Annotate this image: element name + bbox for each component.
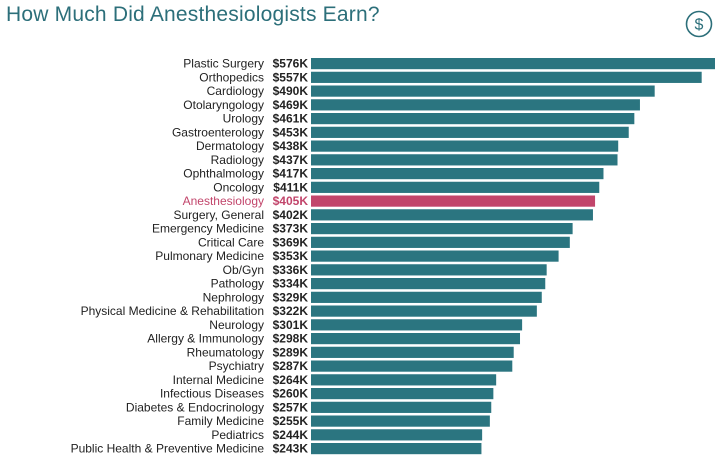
category-label-critical-care: Critical Care xyxy=(198,235,264,249)
bar-diabetes-endocrinology xyxy=(311,401,492,413)
category-label-nephrology: Nephrology xyxy=(203,290,264,304)
category-label-pathology: Pathology xyxy=(211,277,264,291)
bar-pathology xyxy=(311,278,546,290)
category-label-orthopedics: Orthopedics xyxy=(199,70,264,84)
value-label-otolaryngology: $469K xyxy=(273,98,309,112)
category-label-cardiology: Cardiology xyxy=(207,84,264,98)
category-label-pulmonary-medicine: Pulmonary Medicine xyxy=(155,249,264,263)
value-label-gastroenterology: $453K xyxy=(273,125,309,139)
bar-cardiology xyxy=(311,85,655,97)
bar-psychiatry xyxy=(311,360,513,372)
bar-rheumatology xyxy=(311,346,514,358)
value-label-urology: $461K xyxy=(273,112,309,126)
bar-dermatology xyxy=(311,140,619,152)
value-label-critical-care: $369K xyxy=(273,235,309,249)
bar-public-health-preventive-medicine xyxy=(311,443,482,455)
category-label-ophthalmology: Ophthalmology xyxy=(183,167,264,181)
bar-orthopedics xyxy=(311,71,702,83)
category-label-gastroenterology: Gastroenterology xyxy=(172,125,264,139)
bar-physical-medicine-rehabilitation xyxy=(311,305,537,317)
bar-plastic-surgery xyxy=(311,58,715,70)
value-label-neurology: $301K xyxy=(273,318,309,332)
value-label-pathology: $334K xyxy=(273,277,309,291)
category-label-otolaryngology: Otolaryngology xyxy=(183,98,264,112)
value-label-pediatrics: $244K xyxy=(273,428,309,442)
value-label-physical-medicine-rehabilitation: $322K xyxy=(273,304,309,318)
category-label-psychiatry: Psychiatry xyxy=(209,359,264,373)
category-label-pediatrics: Pediatrics xyxy=(211,428,264,442)
value-label-ophthalmology: $417K xyxy=(273,167,309,181)
category-label-emergency-medicine: Emergency Medicine xyxy=(152,222,264,236)
value-label-surgery-general: $402K xyxy=(273,208,309,222)
bar-urology xyxy=(311,113,635,125)
category-label-public-health-preventive-medicine: Public Health & Preventive Medicine xyxy=(71,442,265,456)
value-label-oncology: $411K xyxy=(273,180,308,194)
bar-allergy-immunology xyxy=(311,333,521,345)
category-label-rheumatology: Rheumatology xyxy=(187,345,264,359)
value-label-ob-gyn: $336K xyxy=(273,263,309,277)
category-label-infectious-diseases: Infectious Diseases xyxy=(160,387,264,401)
value-label-internal-medicine: $264K xyxy=(273,373,309,387)
bar-pulmonary-medicine xyxy=(311,250,559,262)
category-label-allergy-immunology: Allergy & Immunology xyxy=(147,332,264,346)
bar-emergency-medicine xyxy=(311,223,573,235)
value-label-pulmonary-medicine: $353K xyxy=(273,249,309,263)
category-label-anesthesiology: Anesthesiology xyxy=(183,194,264,208)
value-label-rheumatology: $289K xyxy=(273,345,309,359)
value-label-plastic-surgery: $576K xyxy=(273,57,309,71)
bar-otolaryngology xyxy=(311,99,640,111)
category-label-physical-medicine-rehabilitation: Physical Medicine & Rehabilitation xyxy=(81,304,264,318)
bar-ob-gyn xyxy=(311,264,547,276)
value-label-nephrology: $329K xyxy=(273,290,309,304)
category-label-diabetes-endocrinology: Diabetes & Endocrinology xyxy=(126,400,264,414)
category-label-plastic-surgery: Plastic Surgery xyxy=(183,57,264,71)
bar-anesthesiology xyxy=(311,195,596,207)
category-label-ob-gyn: Ob/Gyn xyxy=(223,263,264,277)
value-label-cardiology: $490K xyxy=(273,84,309,98)
category-label-dermatology: Dermatology xyxy=(196,139,264,153)
bar-pediatrics xyxy=(311,429,483,441)
category-label-internal-medicine: Internal Medicine xyxy=(173,373,265,387)
bar-radiology xyxy=(311,154,618,166)
bar-gastroenterology xyxy=(311,126,629,138)
category-label-neurology: Neurology xyxy=(209,318,264,332)
value-label-family-medicine: $255K xyxy=(273,414,309,428)
bar-ophthalmology xyxy=(311,168,604,180)
bar-critical-care xyxy=(311,236,570,248)
value-label-radiology: $437K xyxy=(273,153,309,167)
value-label-psychiatry: $287K xyxy=(273,359,309,373)
category-label-surgery-general: Surgery, General xyxy=(174,208,265,222)
bar-surgery-general xyxy=(311,209,593,221)
chart-title: How Much Did Anesthesiologists Earn? xyxy=(6,3,380,26)
bar-neurology xyxy=(311,319,523,331)
value-label-infectious-diseases: $260K xyxy=(273,387,309,401)
value-label-dermatology: $438K xyxy=(273,139,309,153)
value-label-public-health-preventive-medicine: $243K xyxy=(273,442,309,456)
bar-infectious-diseases xyxy=(311,388,494,400)
bar-nephrology xyxy=(311,291,542,303)
value-label-emergency-medicine: $373K xyxy=(273,222,309,236)
value-label-diabetes-endocrinology: $257K xyxy=(273,400,309,414)
bar-family-medicine xyxy=(311,415,490,427)
bar-oncology xyxy=(311,181,600,193)
bar-internal-medicine xyxy=(311,374,497,386)
category-label-urology: Urology xyxy=(223,112,264,126)
category-label-oncology: Oncology xyxy=(213,180,264,194)
dollar-sign-icon: $ xyxy=(685,10,713,38)
category-label-family-medicine: Family Medicine xyxy=(177,414,264,428)
category-label-radiology: Radiology xyxy=(211,153,264,167)
svg-text:$: $ xyxy=(695,17,704,34)
value-label-orthopedics: $557K xyxy=(273,70,309,84)
value-label-allergy-immunology: $298K xyxy=(273,332,309,346)
value-label-anesthesiology: $405K xyxy=(273,194,309,208)
